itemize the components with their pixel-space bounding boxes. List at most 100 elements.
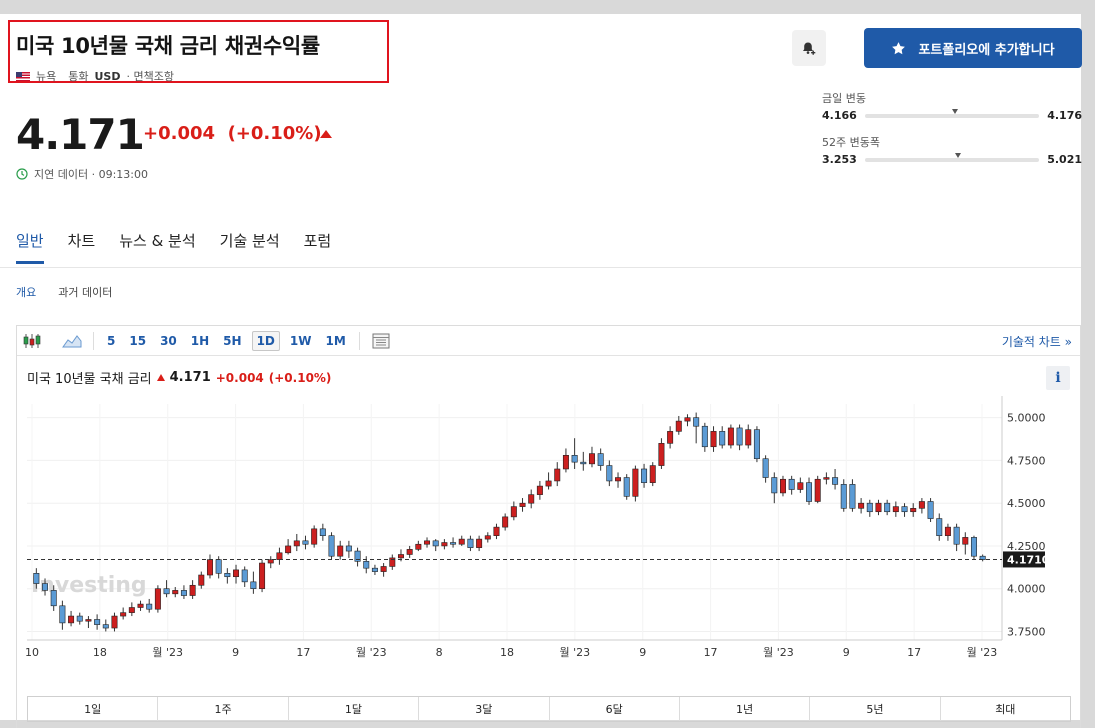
candle-body	[146, 603, 153, 610]
tab-overview[interactable]: 일반	[16, 230, 44, 264]
candle-body	[684, 417, 691, 422]
area-mode-button[interactable]	[57, 326, 87, 356]
alert-bell-button[interactable]	[792, 30, 826, 66]
candle-body	[649, 465, 656, 483]
candle-body	[493, 526, 500, 536]
clock-icon	[16, 168, 28, 180]
x-tick-label: 9	[232, 646, 239, 659]
price-chart[interactable]: 5.0000 4.7500 4.5000 4.2500 4.0000 3.7500 10 18…	[17, 326, 1080, 686]
range-1m[interactable]: 1달	[289, 697, 420, 721]
interval-5[interactable]: 5	[107, 333, 116, 348]
interval-1h[interactable]: 1H	[190, 333, 210, 348]
x-tick-label: 10	[25, 646, 39, 659]
candle-body	[233, 569, 240, 578]
range-1w[interactable]: 1주	[158, 697, 289, 721]
candle-body	[267, 559, 274, 564]
candle-body	[675, 420, 682, 432]
range-1d[interactable]: 1일	[28, 697, 159, 721]
interval-1w[interactable]: 1W	[289, 333, 312, 348]
candle-body	[94, 619, 101, 625]
candle-body	[432, 540, 439, 547]
candle-body	[172, 590, 179, 595]
y-tick-label: 4.5000	[1007, 497, 1046, 510]
range-max[interactable]: 최대	[995, 703, 1016, 716]
day-range-marker	[952, 108, 958, 114]
y-tick-label: 5.0000	[1007, 412, 1046, 425]
candle-body	[745, 429, 752, 446]
candle-body	[241, 569, 248, 583]
candle-body	[163, 588, 170, 595]
candle-body	[797, 482, 804, 490]
candle-body	[198, 574, 205, 586]
info-button[interactable]: i	[1046, 366, 1070, 390]
star-icon	[892, 41, 906, 54]
candle-body	[571, 455, 578, 463]
interval-1d[interactable]: 1D	[251, 330, 280, 351]
add-to-portfolio-button[interactable]: 포트폴리오에 추가합니다	[864, 28, 1082, 68]
candle-body	[719, 431, 726, 446]
candle-body	[536, 485, 543, 495]
candlestick-icon	[23, 333, 41, 348]
technical-chart-link[interactable]: 기술적 차트 »	[1001, 335, 1072, 349]
range-5y[interactable]: 5년	[810, 697, 941, 721]
add-to-portfolio-label: 포트폴리오에 추가합니다	[918, 42, 1055, 58]
tab-news[interactable]: 뉴스 & 분석	[119, 232, 196, 250]
candle-body	[276, 552, 283, 560]
candle-body	[319, 528, 326, 536]
candle-body	[42, 583, 49, 591]
chart-settings-button[interactable]	[366, 326, 396, 356]
candle-body	[736, 427, 743, 446]
candle-body	[762, 458, 769, 478]
range-6m[interactable]: 6달	[550, 697, 680, 721]
candle-body	[224, 573, 231, 578]
candle-body	[76, 615, 83, 622]
candle-body	[866, 502, 873, 513]
candle-body	[623, 477, 630, 497]
candle-body	[311, 528, 318, 545]
interval-1m[interactable]: 1M	[325, 333, 346, 348]
disclaimer-link[interactable]: · 면책조항	[126, 70, 174, 83]
candle-body	[528, 494, 535, 504]
interval-15[interactable]: 15	[129, 333, 147, 348]
subtab-summary[interactable]: 개요	[16, 286, 37, 299]
candle-body	[658, 443, 665, 466]
candle-body	[380, 566, 387, 572]
candle-body	[779, 478, 786, 494]
candle-body	[102, 624, 109, 629]
range-1y[interactable]: 1년	[680, 697, 811, 721]
candle-body	[85, 619, 92, 622]
interval-30[interactable]: 30	[160, 333, 177, 348]
x-tick-label: 9	[639, 646, 646, 659]
y-tick-label: 4.0000	[1007, 583, 1046, 596]
subtab-historical-data[interactable]: 과거 데이터	[58, 286, 113, 299]
x-tick-label: 18	[500, 646, 514, 659]
candle-body	[215, 559, 222, 574]
candle-body	[753, 429, 760, 460]
week52-range-bar	[864, 152, 1040, 162]
chart-up-arrow-icon	[156, 374, 165, 381]
candle-body	[519, 502, 526, 507]
candle-body	[693, 417, 700, 427]
currency-label: 통화	[68, 70, 89, 83]
day-range-low: 4.166	[822, 109, 857, 122]
candle-body	[892, 506, 899, 513]
tab-forum[interactable]: 포럼	[303, 232, 332, 250]
range-3m[interactable]: 3달	[419, 697, 550, 721]
week52-range-marker	[955, 152, 962, 158]
candle-body	[936, 518, 943, 536]
candle-body	[120, 612, 127, 617]
chart-change-pct: (+0.10%)	[268, 370, 332, 385]
candle-body	[189, 584, 196, 596]
tab-technical[interactable]: 기술 분석	[219, 232, 280, 250]
candle-body	[918, 501, 925, 509]
candle-body	[849, 484, 856, 509]
candle-body	[441, 542, 448, 547]
candlestick-mode-button[interactable]	[17, 326, 47, 356]
y-tick-label: 4.2500	[1007, 540, 1046, 553]
candle-body	[962, 537, 969, 545]
sub-tabs: 개요 과거 데이터	[16, 284, 112, 300]
tab-chart[interactable]: 차트	[67, 232, 96, 250]
candle-body	[806, 482, 813, 502]
candle-body	[597, 453, 604, 466]
interval-5h[interactable]: 5H	[223, 333, 242, 348]
